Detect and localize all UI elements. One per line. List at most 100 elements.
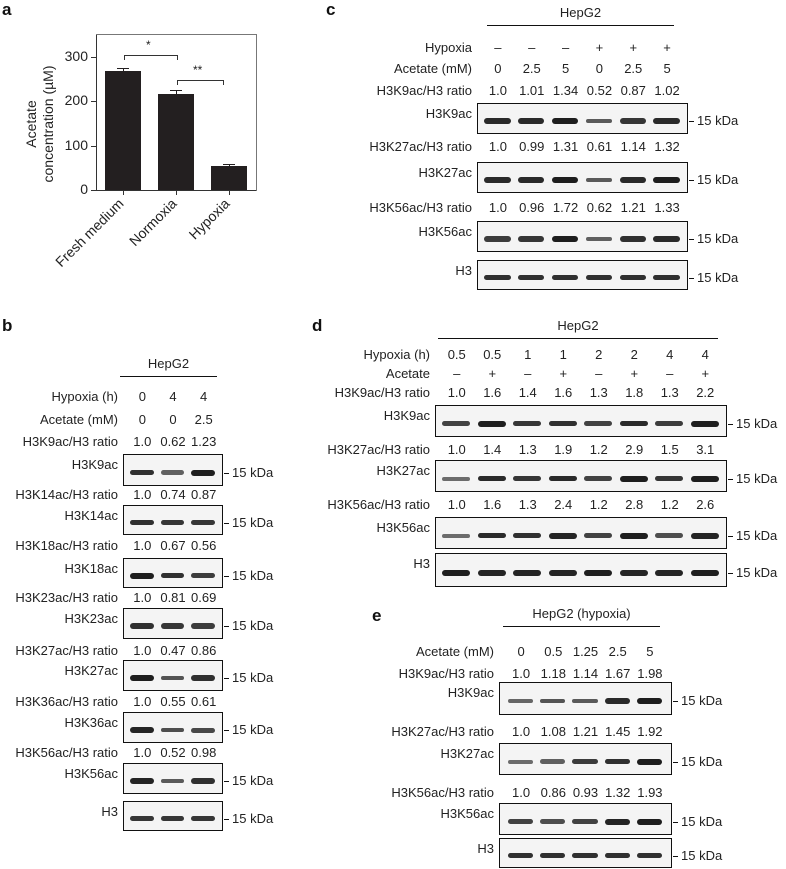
protein-band — [191, 675, 216, 681]
condition-value: + — [663, 40, 671, 55]
protein-band — [653, 177, 680, 184]
protein-band — [129, 572, 154, 579]
condition-label: Hypoxia (h) — [363, 347, 430, 362]
protein-band — [636, 818, 662, 825]
molecular-weight-marker: 15 kDa — [224, 670, 273, 685]
bar — [211, 165, 247, 190]
protein-band — [508, 699, 534, 704]
condition-value: 0 — [138, 412, 146, 427]
ratio-value: 1.5 — [660, 442, 679, 457]
blot-image — [499, 682, 672, 715]
ratio-label: H3K27ac/H3 ratio — [327, 442, 430, 457]
protein-band — [518, 177, 545, 183]
condition-value: – — [453, 366, 461, 381]
condition-value: + — [701, 366, 710, 381]
blot-image — [499, 838, 672, 868]
blot-image — [477, 221, 688, 252]
condition-value: 5 — [663, 61, 671, 76]
ratio-value: 0.86 — [540, 785, 566, 800]
ratio-value: 1.21 — [572, 724, 599, 739]
condition-value: – — [494, 40, 502, 55]
protein-band — [653, 118, 680, 124]
molecular-weight-marker: 15 kDa — [224, 618, 273, 633]
protein-band — [160, 815, 185, 822]
condition-value: 2.5 — [608, 644, 627, 659]
panel-label-a: a — [2, 0, 12, 19]
condition-label: Acetate (mM) — [39, 412, 118, 427]
y-tick-label: 100 — [64, 136, 88, 153]
condition-value: 5 — [646, 644, 654, 659]
condition-value: – — [524, 366, 532, 381]
condition-value: 4 — [666, 347, 674, 362]
cell-line-label: HepG2 — [557, 318, 599, 333]
protein-band — [191, 469, 216, 476]
protein-band — [518, 274, 545, 281]
protein-band — [585, 177, 613, 183]
error-bar — [122, 67, 124, 71]
protein-band — [572, 852, 598, 859]
blot-image — [435, 460, 727, 492]
ratio-value: 1.45 — [605, 724, 631, 739]
protein-band — [160, 778, 185, 784]
ratio-value: 1.67 — [605, 666, 631, 681]
ratio-label: H3K56ac/H3 ratio — [327, 497, 430, 512]
condition-label: Acetate (mM) — [415, 644, 494, 659]
blot-image — [123, 660, 223, 691]
ratio-value: 1.4 — [518, 385, 537, 400]
ratio-label: H3K14ac/H3 ratio — [15, 487, 118, 502]
ratio-value: 0.87 — [620, 83, 646, 98]
ratio-label: H3K27ac/H3 ratio — [391, 724, 494, 739]
error-cap — [223, 163, 235, 165]
x-tick-label: Hypoxia — [185, 195, 233, 243]
protein-band — [584, 569, 613, 576]
protein-band — [619, 475, 648, 482]
protein-band — [572, 819, 598, 825]
molecular-weight-marker: 15 kDa — [689, 231, 738, 246]
molecular-weight-marker: 15 kDa — [224, 722, 273, 737]
protein-band — [129, 778, 154, 784]
protein-band — [584, 533, 613, 539]
ratio-label: H3K9ac/H3 ratio — [398, 666, 494, 681]
ratio-value: 0.86 — [191, 643, 217, 658]
molecular-weight-marker: 15 kDa — [673, 754, 722, 769]
ratio-value: 1.0 — [447, 497, 466, 512]
protein-band — [551, 118, 579, 125]
protein-band — [690, 475, 719, 482]
protein-band — [655, 569, 684, 576]
protein-band — [548, 475, 577, 482]
protein-band — [540, 819, 566, 824]
protein-band — [477, 532, 506, 539]
protein-band — [690, 532, 719, 539]
ratio-value: 1.0 — [133, 434, 152, 449]
blot-image — [435, 405, 727, 437]
antibody-label: H3K23ac — [64, 611, 118, 626]
protein-band — [518, 236, 545, 242]
ratio-value: 1.34 — [552, 83, 579, 98]
ratio-value: 2.8 — [625, 497, 644, 512]
condition-value: + — [630, 366, 639, 381]
bar — [158, 94, 194, 190]
protein-band — [584, 421, 613, 427]
protein-band — [604, 758, 630, 765]
ratio-value: 0.61 — [586, 139, 613, 154]
antibody-label: H3K9ac — [383, 408, 430, 423]
protein-band — [160, 675, 185, 681]
protein-band — [513, 475, 542, 482]
x-tick-label: Normoxia — [125, 195, 180, 250]
molecular-weight-marker: 15 kDa — [728, 528, 777, 543]
protein-band — [160, 519, 185, 526]
protein-band — [191, 815, 216, 822]
y-tick — [91, 101, 96, 103]
condition-value: 2 — [630, 347, 638, 362]
condition-value: 0 — [517, 644, 525, 659]
ratio-value: 0.52 — [160, 745, 186, 760]
ratio-label: H3K9ac/H3 ratio — [22, 434, 118, 449]
protein-band — [655, 475, 684, 482]
condition-value: + — [595, 40, 604, 55]
molecular-weight-marker: 15 kDa — [689, 113, 738, 128]
significance-bracket-2 — [177, 80, 224, 85]
protein-band — [191, 623, 216, 629]
protein-band — [548, 420, 577, 427]
ratio-label: H3K27ac/H3 ratio — [15, 643, 118, 658]
ratio-value: 1.21 — [620, 200, 646, 215]
